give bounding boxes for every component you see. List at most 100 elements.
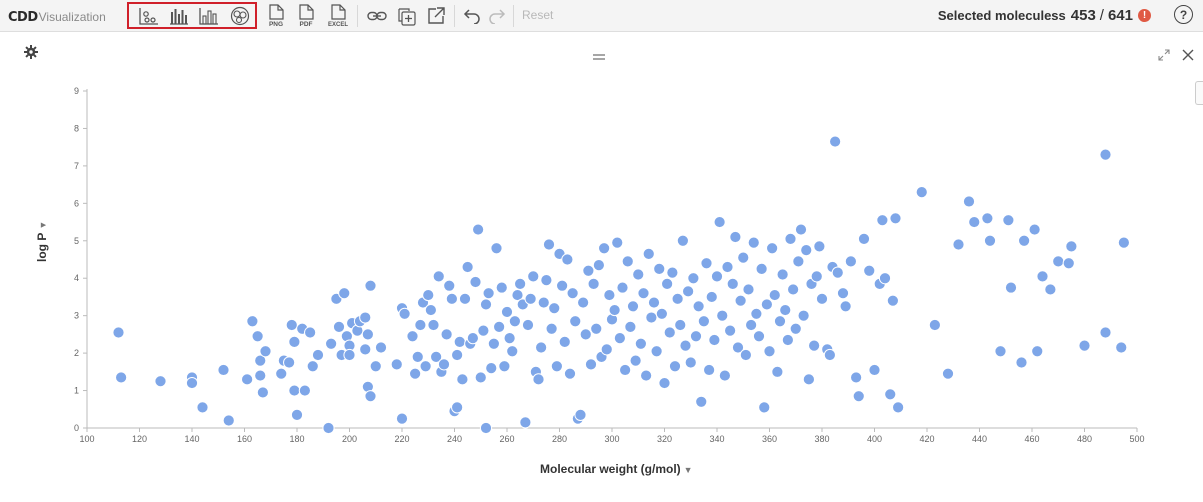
data-point[interactable] [781,333,794,347]
data-point[interactable] [839,300,852,313]
data-point[interactable] [674,318,687,332]
data-point[interactable] [689,330,703,343]
data-point[interactable] [889,212,902,225]
data-point[interactable] [726,277,739,290]
drag-handle-icon[interactable] [593,47,605,65]
data-point[interactable] [579,328,592,341]
data-point[interactable] [550,360,563,373]
data-point[interactable] [624,320,637,333]
data-point[interactable] [592,259,605,272]
data-point[interactable] [558,335,571,348]
data-point[interactable] [787,283,800,296]
bar-chart-button[interactable] [197,3,221,28]
data-point[interactable] [584,358,598,371]
data-point[interactable] [298,384,311,397]
data-point[interactable] [679,339,692,352]
histogram-button[interactable] [167,3,191,28]
data-point[interactable] [878,272,892,285]
data-point[interactable] [750,307,763,320]
data-point[interactable] [603,288,616,302]
data-point[interactable] [566,287,579,300]
data-point[interactable] [863,264,876,277]
data-point[interactable] [642,247,655,260]
data-point[interactable] [710,270,724,283]
data-point[interactable] [398,307,411,320]
data-point[interactable] [776,268,789,281]
data-point[interactable] [789,322,802,335]
data-point[interactable] [542,238,556,251]
data-point[interactable] [810,270,823,283]
data-point[interactable] [508,315,521,328]
data-point[interactable] [217,363,230,377]
data-point[interactable] [852,390,865,403]
data-point[interactable] [275,367,288,380]
data-point[interactable] [1036,270,1049,283]
data-point[interactable] [666,266,679,279]
data-point[interactable] [671,292,684,305]
data-point[interactable] [884,388,897,401]
data-point[interactable] [808,339,821,352]
data-point[interactable] [477,324,490,337]
data-point[interactable] [650,345,663,358]
data-point[interactable] [503,332,516,345]
data-point[interactable] [968,215,981,229]
data-point[interactable] [815,292,829,305]
expand-icon[interactable] [1158,48,1170,66]
data-point[interactable] [697,315,710,328]
data-point[interactable] [590,322,603,335]
add-to-collection-button[interactable] [395,3,419,28]
data-point[interactable] [411,350,424,363]
undo-button[interactable] [462,3,482,28]
data-point[interactable] [490,242,503,255]
data-point[interactable] [1052,255,1065,268]
data-point[interactable] [419,360,432,373]
data-point[interactable] [663,326,676,339]
data-point[interactable] [800,244,813,257]
data-point[interactable] [325,337,338,350]
data-point[interactable] [734,294,747,307]
data-point[interactable] [369,360,382,373]
data-point[interactable] [1031,345,1044,358]
data-point[interactable] [487,337,500,350]
x-axis-label[interactable]: Molecular weight (g/mol) ▼ [540,462,693,476]
data-point[interactable] [792,255,805,268]
data-point[interactable] [941,367,955,380]
data-point[interactable] [474,371,487,384]
data-point[interactable] [621,255,634,268]
data-point[interactable] [613,332,626,345]
data-point[interactable] [747,236,760,249]
data-point[interactable] [634,337,647,350]
data-point[interactable] [587,277,600,290]
data-point[interactable] [443,279,456,292]
data-point[interactable] [850,371,863,384]
data-point[interactable] [629,354,642,367]
data-point[interactable] [1062,257,1075,270]
warning-icon[interactable]: ! [1138,9,1151,22]
data-point[interactable] [524,292,537,305]
data-point[interactable] [794,223,808,236]
data-point[interactable] [290,408,304,421]
data-point[interactable] [619,363,632,377]
data-point[interactable] [684,356,697,369]
data-point[interactable] [755,262,768,275]
data-point[interactable] [836,287,850,300]
data-point[interactable] [655,307,668,320]
data-point[interactable] [1004,281,1018,294]
data-point[interactable] [773,315,787,328]
data-point[interactable] [332,320,346,333]
data-point[interactable] [493,320,506,333]
data-point[interactable] [661,277,674,290]
data-point[interactable] [632,268,645,281]
venn-diagram-button[interactable] [227,3,253,28]
data-point[interactable] [338,287,351,300]
data-point[interactable] [437,358,451,371]
data-point[interactable] [288,335,301,348]
data-point[interactable] [729,230,742,244]
data-point[interactable] [527,270,540,283]
data-point[interactable] [745,318,758,332]
data-point[interactable] [246,315,259,328]
data-point[interactable] [886,294,899,307]
data-point[interactable] [763,345,776,358]
data-point[interactable] [1015,356,1028,369]
data-point[interactable] [440,328,453,341]
